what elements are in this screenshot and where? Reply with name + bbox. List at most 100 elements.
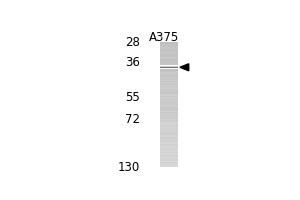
Bar [160,102,178,104]
Text: 36: 36 [125,56,140,69]
Bar [160,101,178,102]
Bar [160,82,178,84]
Bar [160,141,178,142]
Bar [160,57,178,59]
Bar [160,143,178,145]
Bar [160,163,178,165]
Bar [160,94,178,96]
Bar [160,66,178,67]
Bar [160,117,178,119]
Bar [160,146,178,147]
Bar [160,89,178,91]
Bar [160,66,178,67]
Bar [160,62,178,64]
Bar [160,79,178,81]
Bar [160,66,178,67]
Bar [160,114,178,116]
Text: 72: 72 [125,113,140,126]
Bar [160,59,178,61]
Bar [160,47,178,49]
Bar [160,66,178,67]
Bar [160,136,178,137]
Bar [160,106,178,107]
Bar [160,113,178,115]
Bar [160,124,178,126]
Bar [160,71,178,72]
Bar [160,56,178,57]
Bar [160,77,178,79]
Bar [160,157,178,158]
Text: 130: 130 [118,161,140,174]
Bar [160,149,178,151]
Bar [160,42,178,167]
Bar [160,68,178,69]
Bar [160,51,178,52]
Bar [160,73,178,75]
Bar [160,142,178,144]
Bar [160,52,178,54]
Bar [160,96,178,97]
Bar [160,67,178,68]
Bar [160,67,178,68]
Bar [160,112,178,114]
Bar [160,42,178,44]
Bar [160,111,178,112]
Bar [160,58,178,60]
Bar [160,69,178,71]
Bar [160,156,178,157]
Bar [160,118,178,120]
Bar [160,121,178,122]
Bar [160,64,178,66]
Bar [160,54,178,56]
Bar [160,122,178,124]
Bar [160,138,178,140]
Text: A375: A375 [149,31,179,44]
Bar [160,99,178,101]
Bar [160,76,178,77]
Bar [160,74,178,76]
Bar [160,127,178,129]
Bar [160,98,178,100]
Bar [160,48,178,50]
Bar [160,53,178,55]
Bar [160,109,178,111]
Bar [160,67,178,69]
Bar [160,61,178,62]
Bar [160,153,178,155]
Bar [160,92,178,94]
Bar [160,104,178,106]
Bar [160,103,178,105]
Bar [160,72,178,74]
Bar [160,83,178,85]
Bar [160,91,178,92]
Bar [160,88,178,90]
Bar [160,65,178,66]
Bar [160,97,178,99]
Bar [160,86,178,87]
Bar [160,152,178,153]
Bar [160,161,178,162]
Bar [160,107,178,109]
Bar [160,67,178,68]
Bar [160,43,178,45]
Bar [160,108,178,110]
Bar [160,131,178,132]
Bar [160,81,178,82]
Bar [160,63,178,65]
Bar [160,134,178,136]
Bar [160,68,178,70]
Bar [160,166,178,167]
Bar [160,68,178,69]
Bar [160,116,178,117]
Bar [160,132,178,134]
Bar [160,144,178,146]
Bar [160,45,178,46]
Bar [160,123,178,125]
Bar [160,119,178,121]
Bar [160,159,178,161]
Bar [160,162,178,163]
Bar [160,139,178,141]
Bar [160,148,178,150]
Bar [160,68,178,69]
Bar [160,158,178,160]
